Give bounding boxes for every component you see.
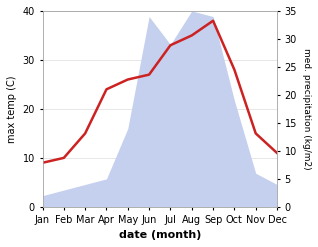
X-axis label: date (month): date (month): [119, 230, 201, 240]
Y-axis label: med. precipitation (kg/m2): med. precipitation (kg/m2): [302, 48, 311, 170]
Y-axis label: max temp (C): max temp (C): [7, 75, 17, 143]
